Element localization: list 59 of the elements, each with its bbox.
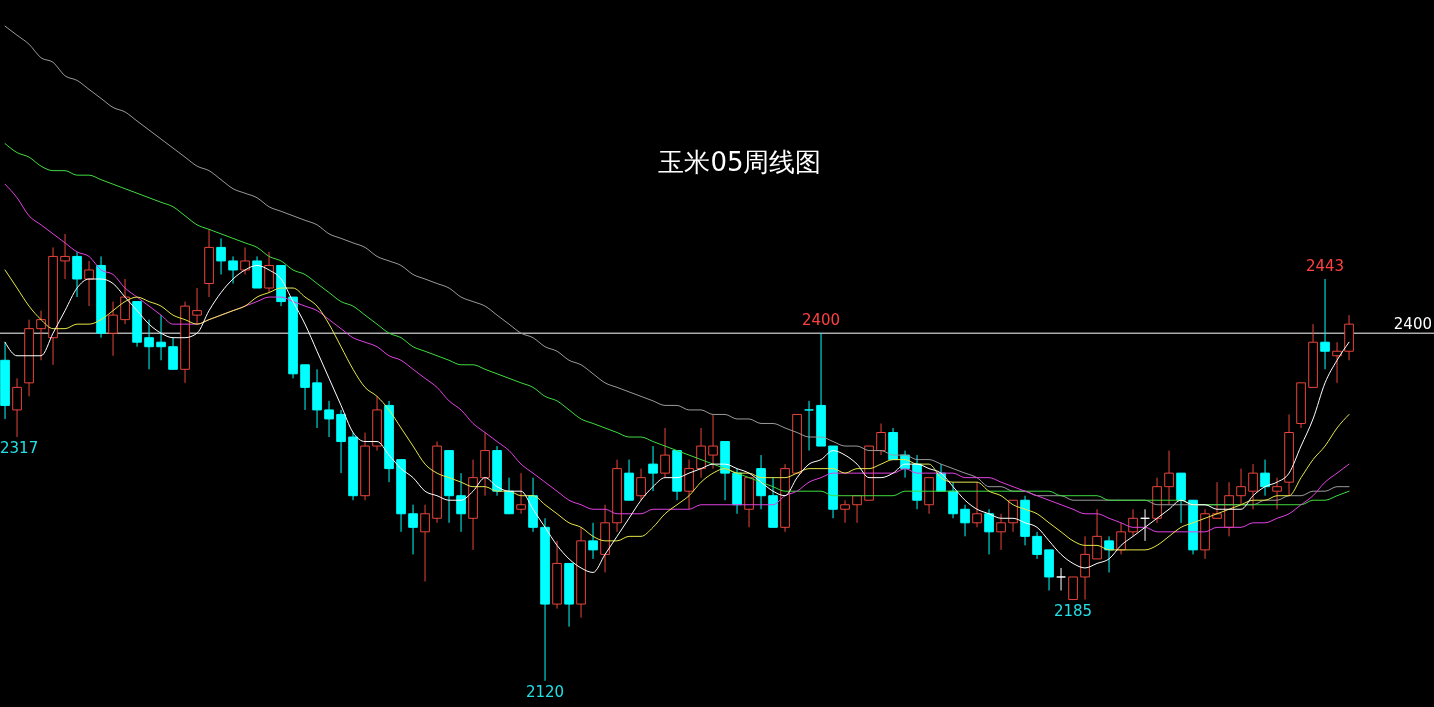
candlestick [588, 522, 598, 560]
candlestick [240, 246, 250, 275]
candlestick [1032, 531, 1042, 560]
candlestick [1008, 499, 1018, 533]
candlestick [876, 422, 886, 456]
candlestick [504, 477, 514, 515]
annotation: 2400 [801, 311, 841, 330]
candlestick [852, 495, 862, 524]
candlestick [1128, 508, 1138, 537]
candlestick [324, 400, 334, 438]
text: 2317 [0, 439, 39, 458]
candlestick [1272, 477, 1282, 510]
candlestick [1104, 535, 1114, 573]
candlestick [840, 499, 850, 524]
candlestick [1056, 567, 1066, 592]
candlestick [648, 445, 658, 492]
candlestick [960, 504, 970, 537]
candlestick [84, 260, 94, 307]
candlestick [300, 364, 310, 411]
candlestick [156, 314, 166, 361]
candlestick [1080, 535, 1090, 601]
candlestick [60, 233, 70, 280]
candlestick [144, 319, 154, 370]
candlestick [456, 472, 466, 533]
candlestick [216, 237, 226, 275]
text: 2120 [525, 682, 565, 701]
candlestick [168, 337, 178, 370]
text: 2400 [1393, 315, 1432, 334]
candlestick [708, 413, 718, 470]
candlestick [948, 481, 958, 519]
candlestick [1092, 508, 1102, 560]
candlestick [996, 513, 1006, 551]
candlestick [12, 377, 22, 438]
candlestick [1236, 468, 1246, 506]
text: 2185 [1053, 601, 1093, 620]
candlestick [516, 472, 526, 515]
candlestick [108, 301, 118, 357]
candlestick [636, 468, 646, 501]
candlestick [1320, 278, 1330, 370]
candlestick [228, 255, 238, 285]
candlestick [684, 459, 694, 510]
chart-title: 玉米05周线图 [658, 147, 822, 177]
candlestick [1068, 576, 1078, 601]
candlestick [972, 481, 982, 528]
text: 2443 [1305, 257, 1345, 276]
candlestick [264, 251, 274, 294]
candlestick [1260, 459, 1270, 497]
candlestick [804, 400, 814, 452]
candlestick [984, 508, 994, 555]
candlestick [72, 251, 82, 298]
candlestick [420, 504, 430, 582]
candlestick [660, 427, 670, 479]
candlestick [1212, 481, 1222, 519]
candlestick [192, 287, 202, 325]
candlestick [1248, 463, 1258, 510]
candlestick [36, 310, 46, 361]
candlestick [1164, 450, 1174, 506]
candlestick [696, 427, 706, 479]
candlestick [408, 504, 418, 555]
